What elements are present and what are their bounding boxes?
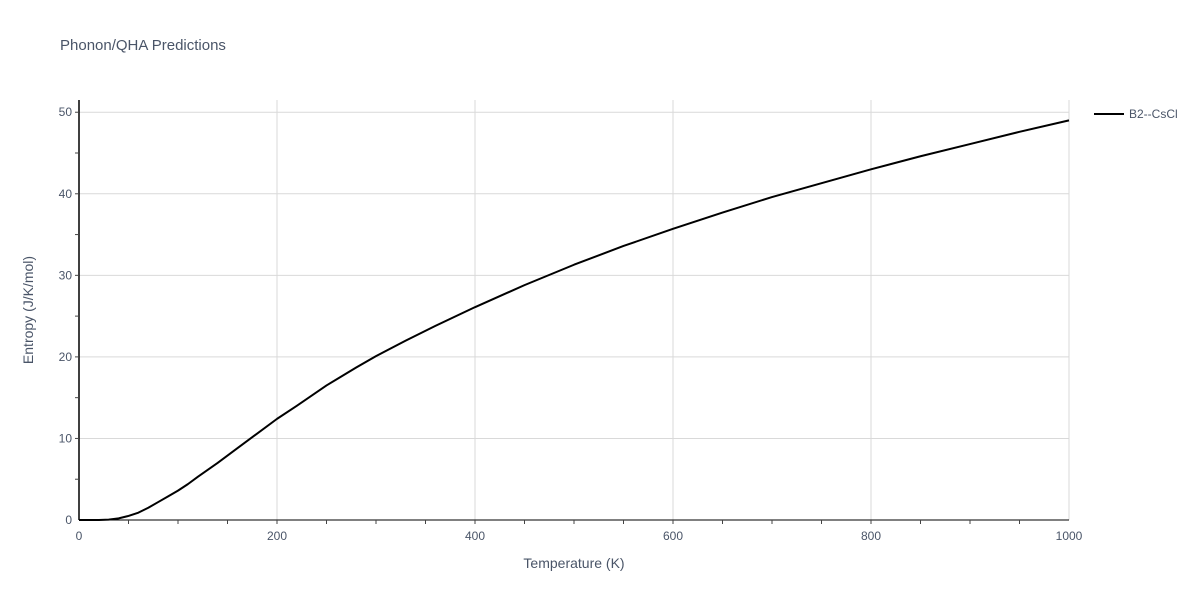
x-tick-label: 800 (861, 529, 881, 543)
legend[interactable]: B2--CsCl (1094, 107, 1178, 121)
y-tick-label: 20 (59, 350, 73, 364)
chart-title: Phonon/QHA Predictions (60, 37, 226, 54)
y-tick-label: 50 (59, 105, 73, 119)
y-tick-label: 40 (59, 187, 73, 201)
x-axis-ticks: 0 200 400 600 800 1000 (76, 520, 1083, 543)
x-tick-label: 1000 (1056, 529, 1083, 543)
y-tick-label: 0 (65, 513, 72, 527)
x-tick-label: 200 (267, 529, 287, 543)
y-tick-label: 10 (59, 431, 73, 445)
series-line-0 (79, 119, 1070, 521)
x-tick-label: 600 (663, 529, 683, 543)
y-gridlines (79, 111, 1069, 439)
series-group (79, 119, 1070, 521)
x-axis-title: Temperature (K) (523, 555, 624, 571)
x-gridlines (276, 100, 1070, 520)
x-tick-label: 0 (76, 529, 83, 543)
y-axis-title: Entropy (J/K/mol) (20, 256, 36, 364)
y-axis-ticks: 0 10 20 30 40 50 (59, 105, 79, 527)
x-tick-label: 400 (465, 529, 485, 543)
legend-label: B2--CsCl (1129, 107, 1178, 121)
y-tick-label: 30 (59, 268, 73, 282)
